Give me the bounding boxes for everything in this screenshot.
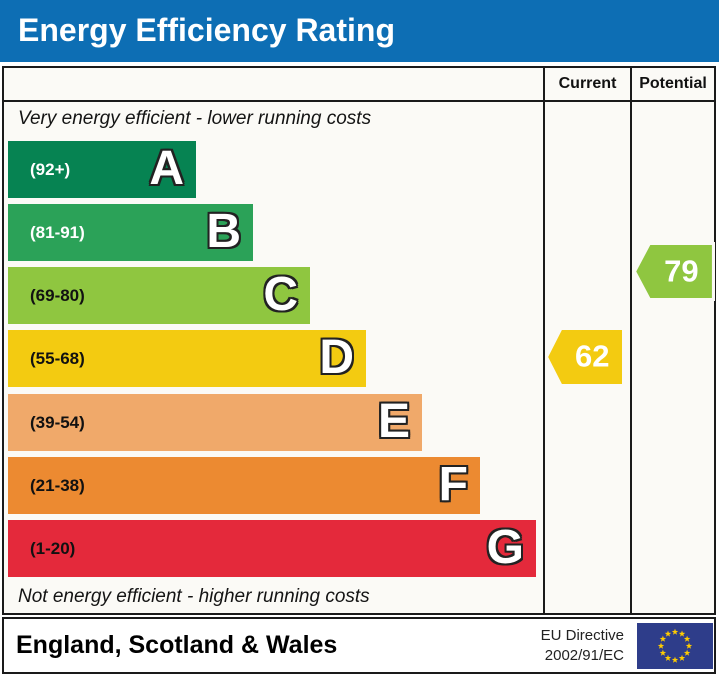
- band-f-letter: F: [438, 457, 468, 511]
- band-g-letter: G: [486, 520, 524, 574]
- potential-rating-value: 79: [664, 252, 699, 288]
- top-note: Very energy efficient - lower running co…: [18, 108, 372, 129]
- page-title: Energy Efficiency Rating: [18, 11, 395, 48]
- band-a-range: (92+): [30, 159, 71, 179]
- current-rating-value: 62: [574, 338, 610, 374]
- band-b-range: (81-91): [30, 222, 85, 242]
- band-d-letter: D: [319, 330, 354, 384]
- band-e-range: (39-54): [30, 412, 85, 432]
- potential-column-header: Potential: [639, 75, 707, 92]
- eu-directive-line2: 2002/91/EC: [544, 646, 624, 664]
- region-label: England, Scotland & Wales: [16, 630, 338, 659]
- band-g: (1-20) G: [8, 520, 536, 577]
- eu-directive-label: EU Directive 2002/91/EC: [541, 625, 624, 666]
- current-column-header: Current: [558, 75, 617, 92]
- eu-directive-line1: EU Directive: [540, 626, 624, 644]
- potential-rating-marker: 79: [633, 242, 715, 301]
- band-c: (69-80) C: [8, 267, 310, 324]
- band-b-letter: B: [206, 204, 241, 258]
- band-a: (92+) A: [8, 141, 196, 198]
- band-e: (39-54) E: [8, 394, 422, 451]
- band-d: (55-68) D: [8, 330, 366, 387]
- header-divider-line: [4, 100, 714, 102]
- band-f-range: (21-38): [30, 475, 85, 495]
- bottom-note: Not energy efficient - higher running co…: [18, 586, 370, 607]
- potential-arrow-icon: [633, 242, 715, 301]
- footer-bar: England, Scotland & Wales EU Directive 2…: [2, 617, 716, 674]
- band-c-range: (69-80): [30, 285, 85, 305]
- band-b: (81-91) B: [8, 204, 253, 261]
- rating-table: Current Potential Very energy efficient …: [2, 66, 716, 615]
- band-g-range: (1-20): [30, 538, 76, 558]
- title-bar: Energy Efficiency Rating: [0, 0, 719, 62]
- current-arrow-icon: [545, 327, 625, 387]
- band-e-letter: E: [377, 394, 410, 448]
- eu-flag-icon: [637, 623, 713, 669]
- band-f: (21-38) F: [8, 457, 480, 514]
- band-d-range: (55-68): [30, 348, 85, 368]
- potential-column-divider: [630, 68, 632, 613]
- current-rating-marker: 62: [545, 327, 625, 387]
- band-c-letter: C: [263, 267, 298, 321]
- band-a-letter: A: [149, 141, 184, 195]
- current-column-divider: [543, 68, 545, 613]
